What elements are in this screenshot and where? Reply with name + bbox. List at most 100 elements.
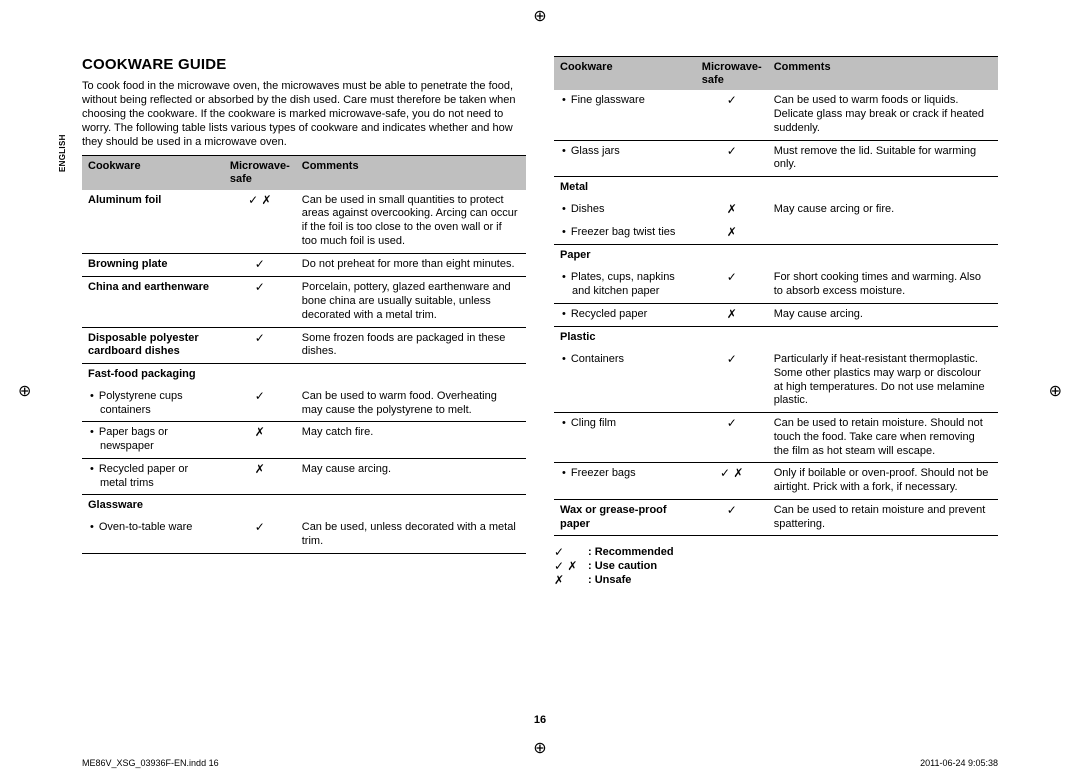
table-row: Containers✓Particularly if heat-resistan… <box>554 349 998 413</box>
cookware-cell: Fine glassware <box>554 90 696 140</box>
legend-row: ✓: Recommended <box>554 546 998 558</box>
cookware-cell: Glass jars <box>554 140 696 177</box>
safe-cell: ✓ <box>224 277 296 327</box>
safe-cell: ✓ <box>696 499 768 536</box>
legend-row: ✓ ✗ : Use caution <box>554 560 998 572</box>
left-column: COOKWARE GUIDE To cook food in the micro… <box>82 56 526 728</box>
col-header-cookware: Cookware <box>554 57 696 91</box>
legend-label: : Unsafe <box>588 574 631 586</box>
cookware-cell: Freezer bag twist ties <box>554 222 696 245</box>
comments-cell: May cause arcing. <box>296 458 526 495</box>
cookware-cell: Cling film <box>554 413 696 463</box>
cookware-cell: Oven-to-table ware <box>82 517 224 553</box>
safe-cell: ✓ <box>696 413 768 463</box>
comments-cell: For short cooking times and warming. Als… <box>768 267 998 303</box>
section-header: Paper <box>554 245 998 267</box>
cookware-cell: Recycled paper or metal trims <box>82 458 224 495</box>
legend-label: : Recommended <box>588 546 674 558</box>
legend: ✓: Recommended ✓ ✗ : Use caution ✗ : Unsafe <box>554 546 998 586</box>
table-row: Oven-to-table ware✓Can be used, unless d… <box>82 517 526 553</box>
cookware-cell: Disposable polyester cardboard dishes <box>82 327 224 364</box>
intro-text: To cook food in the microwave oven, the … <box>82 79 526 149</box>
safe-cell: ✓ <box>224 253 296 277</box>
comments-cell: Can be used in small quantities to prote… <box>296 190 526 254</box>
table-row: Paper <box>554 245 998 267</box>
table-row: Cling film✓Can be used to retain moistur… <box>554 413 998 463</box>
col-header-safe: Microwave-safe <box>696 57 768 91</box>
section-header: Metal <box>554 177 998 199</box>
footer-filename: ME86V_XSG_03936F-EN.indd 16 <box>82 758 219 768</box>
footer-timestamp: 2011-06-24 9:05:38 <box>920 758 998 768</box>
safe-cell: ✗ <box>696 199 768 222</box>
safe-cell: ✓ ✗ <box>696 463 768 500</box>
table-row: Metal <box>554 177 998 199</box>
comments-cell: Porcelain, pottery, glazed earthenware a… <box>296 277 526 327</box>
safe-cell: ✓ <box>224 386 296 422</box>
table-row: Freezer bags✓ ✗Only if boilable or oven-… <box>554 463 998 500</box>
cookware-cell: Browning plate <box>82 253 224 277</box>
crop-mark-right-icon: ⊕ <box>1049 381 1062 401</box>
cookware-table-left: Cookware Microwave-safe Comments Aluminu… <box>82 155 526 553</box>
legend-symbol: ✓ ✗ <box>554 560 578 572</box>
table-row: Fine glassware✓Can be used to warm foods… <box>554 90 998 140</box>
comments-cell: Some frozen foods are packaged in these … <box>296 327 526 364</box>
cookware-cell: Paper bags or newspaper <box>82 422 224 459</box>
language-tab: ENGLISH <box>58 134 67 172</box>
table-row: Browning plate✓Do not preheat for more t… <box>82 253 526 277</box>
safe-cell: ✗ <box>224 458 296 495</box>
page-number: 16 <box>534 714 546 726</box>
comments-cell: Only if boilable or oven-proof. Should n… <box>768 463 998 500</box>
comments-cell <box>768 222 998 245</box>
table-row: Plates, cups, napkins and kitchen paper✓… <box>554 267 998 303</box>
table-row: Dishes✗May cause arcing or fire. <box>554 199 998 222</box>
comments-cell: Must remove the lid. Suitable for warmin… <box>768 140 998 177</box>
table-row: Recycled paper✗May cause arcing. <box>554 303 998 327</box>
cookware-cell: Dishes <box>554 199 696 222</box>
cookware-cell: Containers <box>554 349 696 413</box>
comments-cell: May catch fire. <box>296 422 526 459</box>
table-row: Freezer bag twist ties✗ <box>554 222 998 245</box>
safe-cell: ✓ <box>224 517 296 553</box>
safe-cell: ✓ <box>696 267 768 303</box>
footer: ME86V_XSG_03936F-EN.indd 16 2011-06-24 9… <box>82 758 998 768</box>
safe-cell: ✓ <box>696 140 768 177</box>
comments-cell: Do not preheat for more than eight minut… <box>296 253 526 277</box>
cookware-cell: Freezer bags <box>554 463 696 500</box>
safe-cell: ✓ <box>224 327 296 364</box>
safe-cell: ✗ <box>696 303 768 327</box>
crop-mark-top-icon: ⊕ <box>533 6 546 26</box>
table-row: Glassware <box>82 495 526 517</box>
cookware-cell: Plates, cups, napkins and kitchen paper <box>554 267 696 303</box>
section-header: Glassware <box>82 495 526 517</box>
col-header-cookware: Cookware <box>82 156 224 190</box>
table-row: Polystyrene cups containers✓Can be used … <box>82 386 526 422</box>
cookware-cell: Polystyrene cups containers <box>82 386 224 422</box>
section-header: Fast-food packaging <box>82 364 526 386</box>
col-header-safe: Microwave-safe <box>224 156 296 190</box>
page-title: COOKWARE GUIDE <box>82 56 526 73</box>
cookware-cell: Recycled paper <box>554 303 696 327</box>
comments-cell: Can be used to retain moisture. Should n… <box>768 413 998 463</box>
legend-symbol: ✗ <box>554 574 578 586</box>
table-row: Paper bags or newspaper✗May catch fire. <box>82 422 526 459</box>
table-row: Wax or grease-proof paper✓Can be used to… <box>554 499 998 536</box>
legend-row: ✗ : Unsafe <box>554 574 998 586</box>
section-header: Plastic <box>554 327 998 349</box>
safe-cell: ✓ <box>696 90 768 140</box>
table-row: China and earthenware✓Porcelain, pottery… <box>82 277 526 327</box>
comments-cell: Can be used, unless decorated with a met… <box>296 517 526 553</box>
table-row: Fast-food packaging <box>82 364 526 386</box>
table-row: Glass jars✓Must remove the lid. Suitable… <box>554 140 998 177</box>
legend-label: : Use caution <box>588 560 657 572</box>
cookware-cell: Wax or grease-proof paper <box>554 499 696 536</box>
right-column: Cookware Microwave-safe Comments Fine gl… <box>554 56 998 728</box>
comments-cell: May cause arcing or fire. <box>768 199 998 222</box>
table-row: Disposable polyester cardboard dishes✓So… <box>82 327 526 364</box>
table-row: Recycled paper or metal trims✗May cause … <box>82 458 526 495</box>
comments-cell: Can be used to warm foods or liquids. De… <box>768 90 998 140</box>
safe-cell: ✗ <box>696 222 768 245</box>
comments-cell: Can be used to warm food. Overheating ma… <box>296 386 526 422</box>
cookware-cell: China and earthenware <box>82 277 224 327</box>
comments-cell: Can be used to retain moisture and preve… <box>768 499 998 536</box>
cookware-table-right: Cookware Microwave-safe Comments Fine gl… <box>554 56 998 536</box>
